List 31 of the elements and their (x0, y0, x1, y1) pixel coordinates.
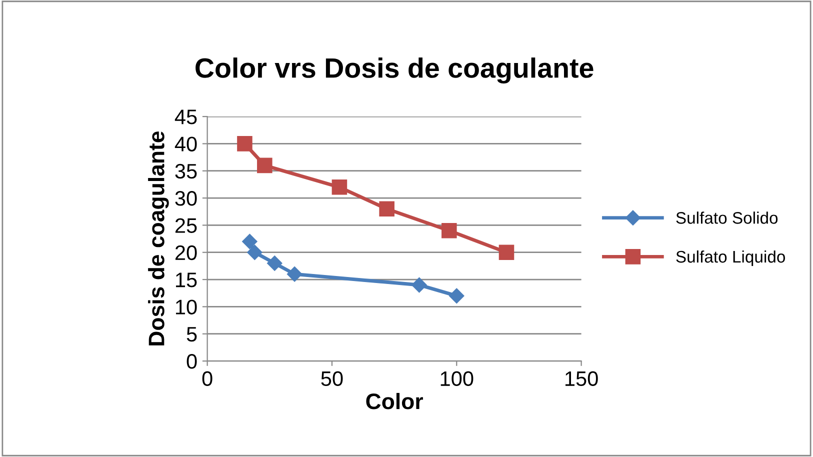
x-tick-label: 50 (321, 371, 343, 386)
y-tick-label: 15 (176, 272, 197, 288)
x-tick-label: 0 (202, 371, 212, 386)
point (242, 234, 258, 250)
x-axis-title: Color (366, 392, 423, 410)
y-tick-label: 45 (174, 110, 197, 124)
y-tick-label: 10 (176, 300, 197, 314)
x-tick-label: 150 (566, 371, 598, 386)
y-tick-label: 25 (175, 218, 197, 233)
point (412, 277, 427, 293)
y-tick-label: 30 (175, 191, 197, 206)
point (267, 256, 282, 271)
x-tick-label: 100 (440, 371, 474, 386)
point (442, 222, 457, 238)
point (332, 180, 348, 195)
point (449, 288, 464, 304)
y-tick-label: 40 (174, 136, 197, 152)
y-tick-label: 35 (175, 164, 197, 179)
y-tick-label: 20 (175, 245, 197, 260)
y-tick-label: 0 (186, 354, 197, 369)
legend-label: Sulfato Liquido (676, 250, 786, 266)
y-tick-label: 5 (186, 327, 197, 342)
chart-title: Color vrs Dosis de coagulante (196, 58, 594, 84)
y-axis-title: Dosis de coagulante (148, 131, 169, 346)
point (379, 201, 394, 217)
point (237, 136, 252, 152)
legend-label: Sulfato Solido (676, 212, 778, 224)
point (257, 158, 272, 174)
point (498, 244, 514, 260)
point (247, 244, 262, 260)
point (287, 266, 302, 282)
